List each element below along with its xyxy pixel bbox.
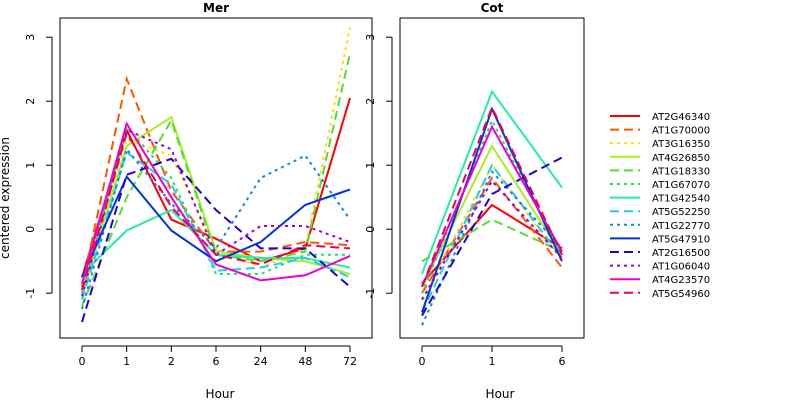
x-tick-label: 2 <box>168 355 175 368</box>
legend: AT2G46340 AT1G70000 AT3G16350 AT4G26850 AT1G… <box>610 112 710 300</box>
y-tick-label: -1 <box>24 288 37 299</box>
panel-title: Cot <box>481 1 504 15</box>
y-tick-label: 3 <box>24 34 37 41</box>
x-tick-label: 6 <box>559 355 566 368</box>
legend-label: AT4G26850 <box>652 153 710 164</box>
series-line-AT1G42540 <box>421 89 563 275</box>
series-line-AT1G18330 <box>421 218 563 263</box>
series-line-AT1G06040 <box>81 128 351 297</box>
x-tick-label: 0 <box>79 355 86 368</box>
x-tick-label: 1 <box>123 355 130 368</box>
y-tick-label: 2 <box>24 98 37 105</box>
x-tick-label: 6 <box>213 355 220 368</box>
series-line-AT2G46340 <box>421 203 563 285</box>
series-line-AT1G22770 <box>81 147 351 310</box>
x-tick-label: 24 <box>254 355 268 368</box>
series-line-AT4G23570 <box>81 121 351 284</box>
legend-label: AT1G18330 <box>652 166 710 177</box>
y-tick-label: 2 <box>364 98 377 105</box>
y-axis-ticks: -1 0 1 2 3 <box>364 34 393 299</box>
legend-label: AT5G47910 <box>652 234 710 245</box>
y-tick-label: 0 <box>24 226 37 233</box>
legend-label: AT3G16350 <box>652 139 710 150</box>
y-tick-label: -1 <box>364 288 377 299</box>
y-tick-label: 3 <box>364 34 377 41</box>
legend-label: AT1G22770 <box>652 221 710 232</box>
series-line-AT4G26850 <box>421 143 563 288</box>
legend-item: AT4G26850 <box>610 153 710 164</box>
legend-label: AT2G46340 <box>652 112 710 123</box>
panel-mer: Mer Hour 0 1 2 6 24 48 72 -1 0 1 2 3 <box>24 1 373 400</box>
legend-label: AT5G52250 <box>652 207 710 218</box>
x-tick-label: 1 <box>489 355 496 368</box>
series-line-AT5G54960 <box>81 130 351 291</box>
panel-title: Mer <box>203 1 229 15</box>
legend-item: AT3G16350 <box>610 139 710 150</box>
series-line-AT3G16350 <box>421 163 563 301</box>
series-line-AT5G52250 <box>421 163 563 313</box>
x-tick-label: 48 <box>298 355 312 368</box>
legend-label: AT1G42540 <box>652 194 710 205</box>
series-line-AT2G16500 <box>421 156 563 317</box>
legend-item: AT1G22770 <box>610 221 710 232</box>
series-line-AT5G47910 <box>81 174 351 278</box>
plot-frame <box>59 17 373 339</box>
panel-cot: Cot Hour 0 1 6 -1 0 1 2 3 <box>364 1 585 400</box>
legend-item: AT1G70000 <box>610 126 710 137</box>
legend-item: AT2G16500 <box>610 248 710 259</box>
plot-frame <box>399 17 585 339</box>
series-line-AT5G54960 <box>421 105 563 288</box>
series-line-AT5G47910 <box>421 106 563 313</box>
series-line-AT4G26850 <box>81 115 351 294</box>
legend-label: AT1G06040 <box>652 262 710 273</box>
legend-item: AT2G46340 <box>610 112 710 123</box>
y-axis-ticks: -1 0 1 2 3 <box>24 34 53 299</box>
x-tick-label: 0 <box>419 355 426 368</box>
y-axis-label: centered expression <box>0 137 12 259</box>
legend-label: AT2G16500 <box>652 248 710 259</box>
legend-label: AT1G67070 <box>652 180 710 191</box>
x-axis-ticks: 0 1 6 <box>419 345 566 368</box>
y-tick-label: 1 <box>364 162 377 169</box>
legend-item: AT1G67070 <box>610 180 710 191</box>
legend-item: AT1G42540 <box>610 194 710 205</box>
legend-item: AT1G18330 <box>610 166 710 177</box>
legend-label: AT4G23570 <box>652 275 710 286</box>
series-line-AT2G16500 <box>81 157 351 323</box>
legend-item: AT5G47910 <box>610 234 710 245</box>
series-line-AT1G18330 <box>81 52 351 307</box>
legend-item: AT5G52250 <box>610 207 710 218</box>
series-lines <box>81 27 351 323</box>
legend-label: AT1G70000 <box>652 126 710 137</box>
legend-item: AT5G54960 <box>610 289 710 300</box>
legend-item: AT4G23570 <box>610 275 710 286</box>
series-line-AT5G52250 <box>81 150 351 300</box>
series-line-AT4G23570 <box>421 124 563 288</box>
y-tick-label: 0 <box>364 226 377 233</box>
legend-label: AT5G54960 <box>652 289 710 300</box>
x-tick-label: 72 <box>343 355 357 368</box>
x-axis-ticks: 0 1 2 6 24 48 72 <box>79 345 357 368</box>
legend-item: AT1G06040 <box>610 262 710 273</box>
y-tick-label: 1 <box>24 162 37 169</box>
x-axis-label: Hour <box>486 387 515 400</box>
series-lines <box>421 89 563 326</box>
x-axis-label: Hour <box>206 387 235 400</box>
